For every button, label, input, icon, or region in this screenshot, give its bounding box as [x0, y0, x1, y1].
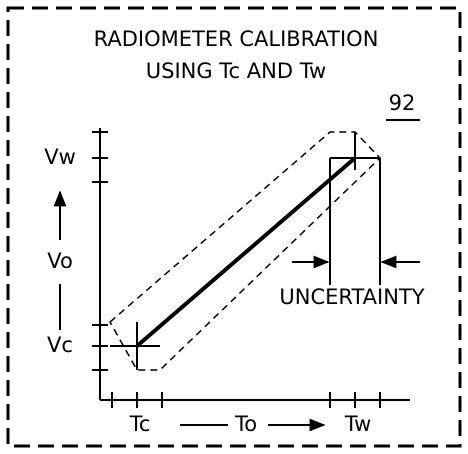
axes: [92, 128, 410, 408]
uncertainty-label: UNCERTAINTY: [279, 285, 424, 309]
title-line1: RADIOMETER CALIBRATION: [94, 27, 379, 51]
calibration-line: [135, 156, 357, 348]
calibration-points: [110, 132, 380, 370]
vw-label: Vw: [44, 145, 76, 169]
to-label: To: [234, 412, 257, 436]
vc-label: Vc: [47, 333, 73, 357]
uncertainty-bounds: [329, 158, 381, 285]
border: [6, 6, 462, 448]
vo-label: Vo: [47, 249, 73, 273]
figure-number: 92: [389, 91, 416, 115]
tc-label: Tc: [129, 412, 151, 436]
title-line2: USING Tc AND Tw: [146, 59, 326, 83]
tw-label: Tw: [344, 412, 372, 436]
